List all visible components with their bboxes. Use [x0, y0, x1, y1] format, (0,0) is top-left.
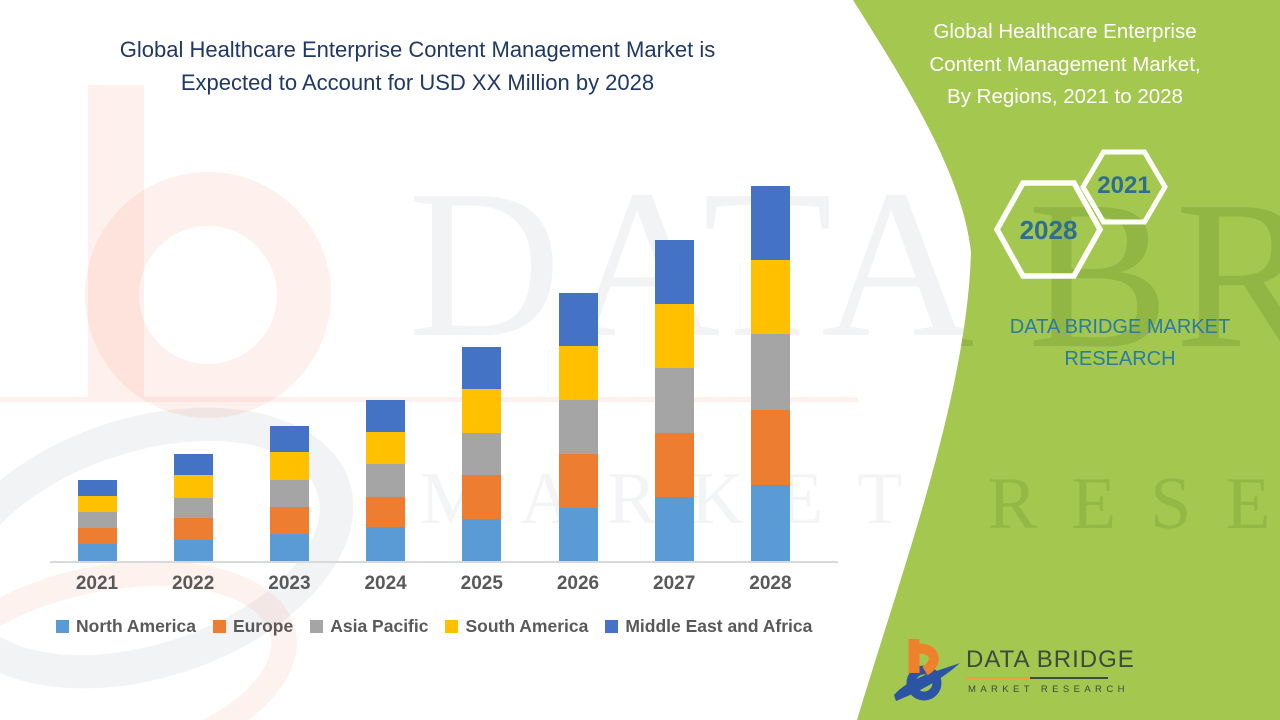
- bar-segment-north-america: [269, 534, 309, 561]
- x-axis-label-2026: 2026: [556, 573, 600, 594]
- bar-segment-north-america: [750, 485, 790, 561]
- legend-label: Middle East and Africa: [625, 616, 813, 636]
- bar-segment-north-america: [654, 497, 694, 561]
- bar-segment-middle-east-and-africa: [558, 293, 598, 346]
- side-panel-title-line3: By Regions, 2021 to 2028: [947, 85, 1183, 108]
- side-panel-title-line2: Content Management Market,: [929, 52, 1201, 76]
- bar-segment-middle-east-and-africa: [173, 454, 213, 475]
- bar-segment-south-america: [77, 496, 117, 512]
- bar-segment-europe: [558, 454, 598, 508]
- data-bridge-logo: DATA BRIDGE MARKET RESEARCH: [880, 632, 1160, 714]
- side-panel-title: Global Healthcare Enterprise Content Man…: [885, 16, 1245, 114]
- legend-item-north-america: North America: [56, 616, 196, 637]
- side-panel-graphic: DATA BRIDGE MARKET RESEARCH: [840, 0, 1280, 720]
- bar-segment-asia-pacific: [77, 512, 117, 528]
- bar-segment-asia-pacific: [173, 498, 213, 518]
- legend-swatch: [445, 620, 459, 633]
- chart-title-line2: Expected to Account for USD XX Million b…: [180, 70, 655, 95]
- x-axis-label-2024: 2024: [364, 573, 407, 594]
- x-axis-label-2025: 2025: [460, 573, 503, 594]
- bar-segment-europe: [462, 475, 502, 519]
- bar-segment-asia-pacific: [654, 368, 694, 433]
- bar-segment-north-america: [558, 508, 598, 561]
- legend-item-europe: Europe: [212, 616, 294, 637]
- watermark-pink-line: [0, 397, 858, 402]
- bar-segment-europe: [654, 433, 694, 497]
- legend-swatch: [310, 620, 324, 633]
- legend-label: Europe: [232, 616, 294, 636]
- bar-segment-south-america: [750, 260, 790, 334]
- bar-segment-europe: [77, 528, 117, 544]
- bar-segment-asia-pacific: [558, 400, 598, 454]
- bar-segment-south-america: [269, 452, 309, 480]
- bar-2028: [750, 186, 790, 561]
- brand-name-line1: DATA BRIDGE MARKET: [1009, 316, 1231, 338]
- chart-legend: North America Europe Asia Pacific South Ame…: [56, 616, 812, 637]
- bar-2021: [77, 480, 117, 561]
- bar-segment-south-america: [462, 389, 502, 433]
- bar-segment-north-america: [462, 519, 502, 561]
- bar-segment-europe: [269, 507, 309, 534]
- brand-name-line2: RESEARCH: [1064, 348, 1176, 370]
- bar-segment-asia-pacific: [366, 464, 406, 497]
- chart-title-line1: Global Healthcare Enterprise Content Man…: [119, 37, 716, 62]
- legend-label: Asia Pacific: [330, 616, 429, 636]
- bar-2027: [654, 240, 694, 561]
- legend-label: South America: [465, 616, 589, 636]
- side-panel-title-line1: Global Healthcare Enterprise: [933, 20, 1197, 43]
- bar-2023: [269, 426, 309, 561]
- hexagon-2021: [1080, 149, 1168, 225]
- data-bridge-logo-icon: [894, 639, 960, 701]
- green-panel-shape: [853, 0, 1280, 720]
- bar-segment-middle-east-and-africa: [750, 186, 790, 260]
- legend-swatch: [605, 620, 619, 633]
- bar-segment-south-america: [654, 304, 694, 368]
- hexagon-2028-label: 2028: [1019, 215, 1078, 245]
- logo-underline: [966, 677, 1108, 679]
- x-axis-label-2027: 2027: [653, 573, 696, 594]
- bar-segment-north-america: [366, 527, 406, 561]
- x-axis-label-2028: 2028: [749, 573, 792, 594]
- watermark-b-logo-bowl: [85, 172, 331, 418]
- legend-swatch: [212, 620, 226, 633]
- x-axis-line: [50, 561, 838, 563]
- bar-segment-asia-pacific: [462, 433, 502, 475]
- bar-segment-north-america: [173, 540, 213, 561]
- legend-item-middle-east-and-africa: Middle East and Africa: [605, 616, 812, 637]
- bar-2026: [558, 293, 598, 561]
- chart-title: Global Healthcare Enterprise Content Man…: [55, 33, 780, 99]
- bar-segment-asia-pacific: [750, 334, 790, 410]
- x-axis-label-2022: 2022: [172, 573, 215, 594]
- legend-item-south-america: South America: [445, 616, 588, 637]
- bar-segment-north-america: [77, 544, 117, 561]
- bar-segment-middle-east-and-africa: [366, 400, 406, 432]
- bar-2024: [366, 400, 406, 561]
- bar-2025: [462, 347, 502, 561]
- bar-segment-south-america: [366, 432, 406, 464]
- panel-watermark-tagline: MARKET RESEARCH: [840, 463, 1280, 545]
- bar-segment-south-america: [173, 475, 213, 498]
- bar-segment-europe: [173, 518, 213, 540]
- bar-segment-middle-east-and-africa: [654, 240, 694, 304]
- bar-2022: [173, 454, 213, 561]
- bar-segment-asia-pacific: [269, 480, 309, 507]
- hexagon-2021-label: 2021: [1097, 172, 1151, 199]
- hexagon-2028: [993, 180, 1104, 279]
- legend-item-asia-pacific: Asia Pacific: [310, 616, 428, 637]
- bar-segment-middle-east-and-africa: [269, 426, 309, 452]
- bar-segment-europe: [750, 410, 790, 485]
- bar-segment-south-america: [558, 346, 598, 400]
- legend-label: North America: [76, 616, 196, 636]
- logo-tagline-text: MARKET RESEARCH: [968, 684, 1129, 695]
- side-panel: DATA BRIDGE MARKET RESEARCH Global Healt…: [840, 0, 1280, 720]
- logo-name-text: DATA BRIDGE: [966, 646, 1135, 673]
- brand-name-text: DATA BRIDGE MARKET RESEARCH: [970, 311, 1270, 375]
- bar-segment-middle-east-and-africa: [462, 347, 502, 389]
- bar-segment-middle-east-and-africa: [77, 480, 117, 496]
- legend-swatch: [56, 620, 69, 633]
- bar-segment-europe: [366, 497, 406, 527]
- x-axis-label-2021: 2021: [75, 573, 119, 594]
- x-axis-label-2023: 2023: [268, 573, 311, 594]
